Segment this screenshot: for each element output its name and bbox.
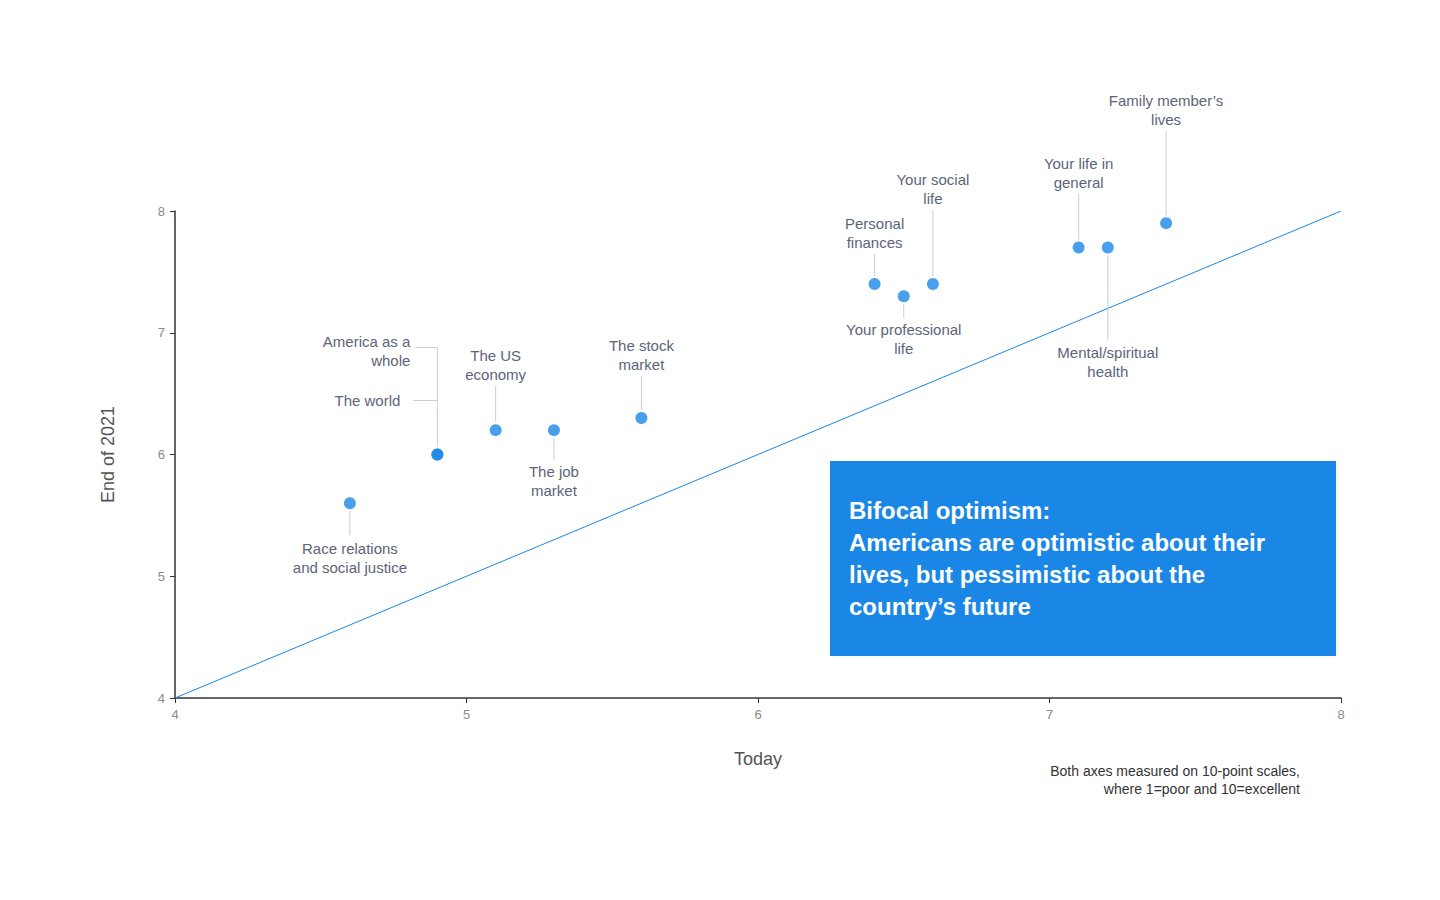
svg-text:Both axes measured on 10-point: Both axes measured on 10-point scales, (1050, 763, 1300, 779)
svg-text:whole: whole (370, 352, 410, 369)
svg-text:6: 6 (754, 707, 761, 722)
svg-text:economy: economy (465, 366, 526, 383)
svg-text:life: life (923, 190, 942, 207)
svg-text:Mental/spiritual: Mental/spiritual (1057, 344, 1158, 361)
svg-text:finances: finances (847, 234, 903, 251)
svg-text:Race relations: Race relations (302, 540, 398, 557)
svg-text:lives: lives (1151, 111, 1181, 128)
svg-text:Personal: Personal (845, 215, 904, 232)
svg-text:general: general (1054, 174, 1104, 191)
svg-text:life: life (894, 340, 913, 357)
svg-text:4: 4 (171, 707, 178, 722)
svg-text:5: 5 (158, 569, 165, 584)
svg-text:7: 7 (1046, 707, 1053, 722)
svg-text:4: 4 (158, 691, 165, 706)
svg-text:America as a: America as a (323, 333, 411, 350)
svg-text:and social justice: and social justice (293, 559, 407, 576)
svg-text:where 1=poor and 10=excellent: where 1=poor and 10=excellent (1103, 781, 1300, 797)
svg-text:Your life in: Your life in (1044, 155, 1114, 172)
svg-text:The world: The world (334, 392, 400, 409)
svg-text:7: 7 (158, 325, 165, 340)
svg-text:market: market (618, 356, 665, 373)
svg-text:8: 8 (158, 204, 165, 219)
svg-text:Your social: Your social (896, 171, 969, 188)
svg-text:health: health (1087, 363, 1128, 380)
svg-text:5: 5 (463, 707, 470, 722)
svg-text:8: 8 (1337, 707, 1344, 722)
svg-text:The job: The job (529, 463, 579, 480)
svg-text:market: market (531, 482, 578, 499)
svg-text:End of 2021: End of 2021 (98, 406, 118, 503)
svg-text:Your professional: Your professional (846, 321, 961, 338)
html-text:Americans are optimistic about: Americans are optimistic about their liv… (849, 529, 1266, 620)
svg-text:Today: Today (734, 749, 782, 769)
svg-text:The US: The US (470, 347, 521, 364)
svg-text:The stock: The stock (609, 337, 675, 354)
svg-text:Family member’s: Family member’s (1109, 92, 1223, 109)
svg-text:6: 6 (158, 447, 165, 462)
html-text:Bifocal optimism:: Bifocal optimism: (849, 497, 1051, 524)
